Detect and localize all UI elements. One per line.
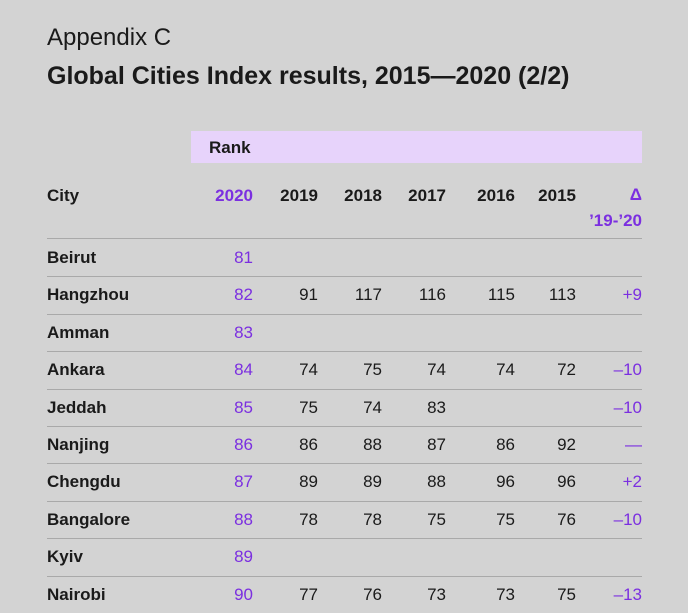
table-row: Bangalore 88 78 78 75 75 76 –10 bbox=[0, 501, 688, 538]
rank-cell-2020: 82 bbox=[234, 285, 253, 305]
rank-cell-2016: 74 bbox=[496, 360, 515, 380]
city-name: Kyiv bbox=[47, 547, 83, 567]
rank-cell-2019: 77 bbox=[299, 584, 318, 604]
delta-cell: –13 bbox=[613, 584, 642, 604]
rank-cell-2016: 75 bbox=[496, 509, 515, 529]
delta-cell: — bbox=[625, 435, 642, 454]
rank-cell-2017: 88 bbox=[427, 472, 446, 492]
city-name: Bangalore bbox=[47, 509, 131, 529]
appendix-label: Appendix C bbox=[47, 24, 172, 51]
delta-cell: –10 bbox=[613, 397, 642, 417]
year-header-2019: 2019 bbox=[280, 186, 318, 205]
rank-cell-2020: 87 bbox=[234, 472, 253, 492]
city-name: Beirut bbox=[47, 248, 97, 267]
city-name: Ankara bbox=[47, 360, 105, 380]
delta-column-header: Δ ’19-’20 bbox=[589, 185, 642, 230]
city-name: Hangzhou bbox=[47, 285, 130, 305]
table-row: Kyiv 89 bbox=[0, 538, 688, 575]
rank-cell-2019: 89 bbox=[299, 472, 318, 492]
rank-cell-2018: 88 bbox=[363, 435, 382, 454]
rank-cell-2020: 88 bbox=[234, 509, 253, 529]
rank-cell-2016: 115 bbox=[487, 285, 515, 305]
rank-cell-2019: 78 bbox=[299, 509, 318, 529]
rank-cell-2016: 86 bbox=[496, 435, 515, 454]
year-header-2017: 2017 bbox=[408, 186, 446, 205]
delta-cell: +2 bbox=[622, 472, 642, 492]
row-divider bbox=[47, 576, 642, 577]
rank-cell-2017: 116 bbox=[418, 285, 446, 305]
table-row: Amman 83 bbox=[0, 314, 688, 351]
rank-cell-2016: 73 bbox=[496, 584, 515, 604]
rank-cell-2019: 74 bbox=[299, 360, 318, 380]
rank-cell-2015: 92 bbox=[557, 435, 576, 454]
rank-cell-2016: 96 bbox=[496, 472, 515, 492]
city-name: Nanjing bbox=[47, 435, 110, 454]
row-divider bbox=[47, 314, 642, 315]
rank-cell-2020: 85 bbox=[234, 397, 253, 417]
row-divider bbox=[47, 389, 642, 390]
rank-cell-2018: 74 bbox=[363, 397, 382, 417]
rank-cell-2019: 91 bbox=[299, 285, 318, 305]
rank-cell-2017: 75 bbox=[427, 509, 446, 529]
table-row: Ankara 84 74 75 74 74 72 –10 bbox=[0, 351, 688, 388]
delta-cell: –10 bbox=[613, 509, 642, 529]
rank-cell-2015: 75 bbox=[557, 584, 576, 604]
header-divider bbox=[47, 238, 642, 239]
row-divider bbox=[47, 351, 642, 352]
rank-cell-2020: 81 bbox=[234, 248, 253, 267]
city-name: Jeddah bbox=[47, 397, 107, 417]
city-column-header: City bbox=[47, 186, 80, 205]
rank-cell-2017: 83 bbox=[427, 397, 446, 417]
rank-cell-2018: 76 bbox=[363, 584, 382, 604]
rank-cell-2018: 78 bbox=[363, 509, 382, 529]
year-header-2018: 2018 bbox=[344, 186, 382, 205]
rank-cell-2018: 117 bbox=[354, 285, 382, 305]
table-row: Hangzhou 82 91 117 116 115 113 +9 bbox=[0, 276, 688, 313]
rank-cell-2017: 74 bbox=[427, 360, 446, 380]
row-divider bbox=[47, 501, 642, 502]
rank-cell-2019: 75 bbox=[299, 397, 318, 417]
table-row: Jeddah 85 75 74 83 –10 bbox=[0, 389, 688, 426]
city-name: Nairobi bbox=[47, 584, 106, 604]
table-row: Beirut 81 bbox=[0, 239, 688, 276]
year-header-2016: 2016 bbox=[477, 186, 515, 205]
rank-cell-2018: 75 bbox=[363, 360, 382, 380]
rank-cell-2019: 86 bbox=[299, 435, 318, 454]
year-header-2015: 2015 bbox=[538, 186, 576, 205]
rank-cell-2020: 84 bbox=[234, 360, 253, 380]
rank-cell-2015: 72 bbox=[557, 360, 576, 380]
table-row: Nanjing 86 86 88 87 86 92 — bbox=[0, 426, 688, 463]
row-divider bbox=[47, 463, 642, 464]
rank-cell-2020: 89 bbox=[234, 547, 253, 567]
rank-cell-2020: 86 bbox=[234, 435, 253, 454]
city-name: Amman bbox=[47, 322, 110, 342]
rank-cell-2018: 89 bbox=[363, 472, 382, 492]
delta-cell: +9 bbox=[622, 285, 642, 305]
row-divider bbox=[47, 538, 642, 539]
rank-cell-2017: 87 bbox=[427, 435, 446, 454]
delta-cell: –10 bbox=[613, 360, 642, 380]
year-header-2020: 2020 bbox=[215, 186, 253, 205]
rank-cell-2015: 76 bbox=[557, 509, 576, 529]
page-title: Global Cities Index results, 2015—2020 (… bbox=[47, 62, 570, 90]
rank-cell-2017: 73 bbox=[427, 584, 446, 604]
table-row: Chengdu 87 89 89 88 96 96 +2 bbox=[0, 463, 688, 500]
table-row: Nairobi 90 77 76 73 73 75 –13 bbox=[0, 576, 688, 613]
city-name: Chengdu bbox=[47, 472, 121, 492]
rank-cell-2015: 113 bbox=[548, 285, 576, 305]
row-divider bbox=[47, 426, 642, 427]
row-divider bbox=[47, 276, 642, 277]
rank-cell-2020: 90 bbox=[234, 584, 253, 604]
rank-cell-2015: 96 bbox=[557, 472, 576, 492]
rank-header-band bbox=[191, 131, 642, 163]
rank-cell-2020: 83 bbox=[234, 322, 253, 342]
rank-group-label: Rank bbox=[209, 138, 251, 157]
